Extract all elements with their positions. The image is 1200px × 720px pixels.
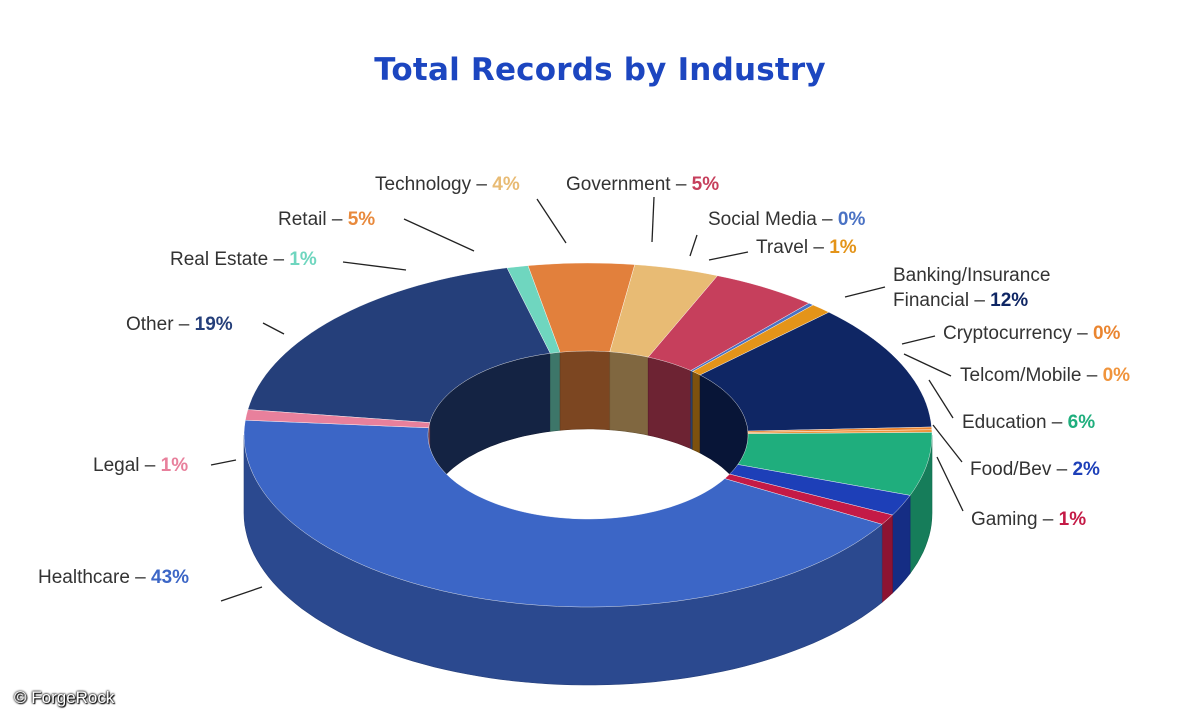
slice-value: – 1% xyxy=(808,237,857,258)
leader-line-education xyxy=(928,379,954,419)
leader-line-food-bev xyxy=(932,424,963,463)
slice-name: Cryptocurrency xyxy=(943,323,1072,344)
copyright-credit: © ForgeRock xyxy=(14,688,115,707)
slice-name: Government xyxy=(566,174,671,195)
slice-name: Technology xyxy=(375,174,472,195)
leader-line-technology xyxy=(536,198,567,244)
slice-label-education: Education – 6% xyxy=(962,412,1095,433)
slice-labels: Other – 19%Real Estate – 1%Retail – 5%Te… xyxy=(38,174,1130,602)
slice-value: 12% xyxy=(990,290,1028,311)
slice-name: Other xyxy=(126,314,174,335)
slice-name: Food/Bev xyxy=(970,459,1052,480)
slice-label-retail: Retail – 5% xyxy=(278,209,375,230)
slice-label-other: Other – 19% xyxy=(126,314,233,335)
slice-value: – 1% xyxy=(268,249,317,270)
inner-wall-4 xyxy=(647,356,692,450)
inner-wall-1 xyxy=(550,351,561,432)
slice-name: Telcom/Mobile xyxy=(960,365,1081,386)
slice-value: – 0% xyxy=(1072,323,1121,344)
slice-label-government: Government – 5% xyxy=(566,174,719,195)
slice-label-technology: Technology – 4% xyxy=(375,174,520,195)
leader-line-travel xyxy=(708,251,749,261)
slice-value: – 1% xyxy=(1038,509,1087,530)
outer-walls xyxy=(243,434,933,686)
slice-value: – 0% xyxy=(817,209,866,230)
slice-label-banking-insurance-line1: Banking/Insurance xyxy=(893,265,1050,286)
inner-wall-3 xyxy=(609,351,649,436)
slice-value: – 19% xyxy=(174,314,233,335)
inner-wall-2 xyxy=(559,350,611,431)
slice-name: Education xyxy=(962,412,1047,433)
leader-line-government xyxy=(651,196,655,243)
slice-label-banking-insurance-line2: Financial – 12% xyxy=(893,290,1028,311)
slice-value: – 2% xyxy=(1051,459,1100,480)
slice-value: – 6% xyxy=(1047,412,1096,433)
slice-label-telcom-mobile: Telcom/Mobile – 0% xyxy=(960,365,1130,386)
slice-value: – 5% xyxy=(671,174,720,195)
slice-name: Financial xyxy=(893,290,969,311)
leader-line-retail xyxy=(403,218,475,252)
slice-value: – 0% xyxy=(1081,365,1130,386)
leader-line-telcom-mobile xyxy=(903,353,952,377)
leader-line-social-media xyxy=(689,234,698,257)
slice-label-travel: Travel – 1% xyxy=(756,237,857,258)
slice-value: – 1% xyxy=(140,455,189,476)
top-faces xyxy=(243,262,933,608)
inner-walls xyxy=(427,350,749,514)
leader-line-real-estate xyxy=(342,261,407,271)
slice-label-social-media: Social Media – 0% xyxy=(708,209,865,230)
slice-label-food-bev: Food/Bev – 2% xyxy=(970,459,1100,480)
slice-label-healthcare: Healthcare – 43% xyxy=(38,567,189,588)
slice-label-real-estate: Real Estate – 1% xyxy=(170,249,317,270)
slice-value: – 43% xyxy=(130,567,189,588)
slice-name: Travel xyxy=(756,237,808,258)
leader-line-cryptocurrency xyxy=(901,335,936,345)
leader-line-healthcare xyxy=(220,586,263,602)
chart-title: Total Records by Industry xyxy=(374,52,826,88)
leader-line-legal xyxy=(210,459,237,466)
slice-name: Gaming xyxy=(971,509,1038,530)
slice-value: – 5% xyxy=(327,209,376,230)
slice-legal xyxy=(245,409,431,429)
inner-wall-6 xyxy=(692,371,701,454)
slice-name: Legal xyxy=(93,455,140,476)
outer-wall-12 xyxy=(881,514,893,603)
slice-label-legal: Legal – 1% xyxy=(93,455,188,476)
slice-name: Retail xyxy=(278,209,327,230)
slice-name: Social Media xyxy=(708,209,817,230)
slice-name: Real Estate xyxy=(170,249,268,270)
leader-line-banking-insurance xyxy=(844,286,886,298)
slice-label-gaming: Gaming – 1% xyxy=(971,509,1086,530)
slice-label-cryptocurrency: Cryptocurrency – 0% xyxy=(943,323,1121,344)
leader-line-gaming xyxy=(936,456,964,512)
slice-value: – 4% xyxy=(471,174,520,195)
leader-line-other xyxy=(262,322,285,335)
slice-name: Healthcare xyxy=(38,567,130,588)
